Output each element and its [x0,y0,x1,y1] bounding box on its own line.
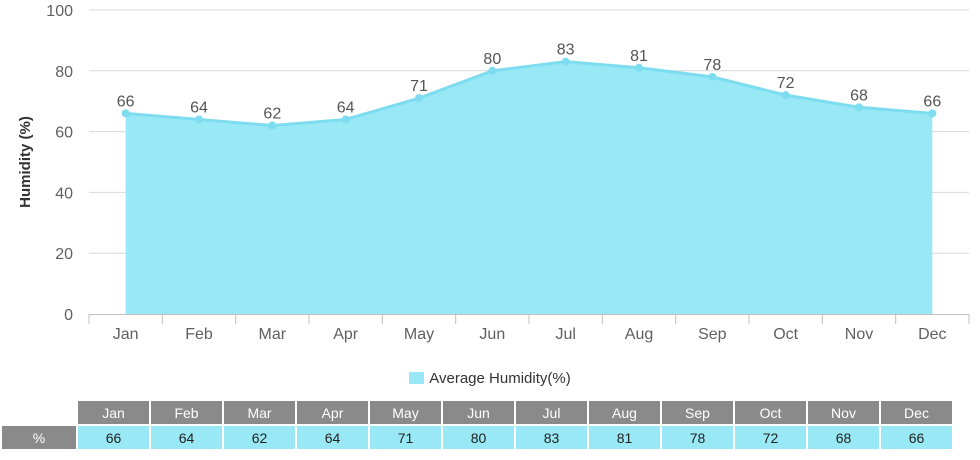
legend-swatch [409,372,425,385]
y-tick-labels: 0 20 40 60 80 100 [46,3,73,324]
x-tick-label: Jun [479,326,505,343]
table-header-cell: Jan [78,401,149,424]
data-point [928,109,937,118]
legend[interactable]: Average Humidity(%) [0,370,980,387]
table-value-cell: 68 [808,424,879,449]
legend-label: Average Humidity(%) [429,370,571,387]
x-tick-labels: Jan Feb Mar Apr May Jun Jul Aug Sep Oct Nov Dec [113,326,947,343]
data-point [708,72,717,81]
table-row-label: % [2,424,76,449]
table-corner [2,401,76,424]
data-points [121,57,937,130]
table-header-cell: Nov [808,401,879,424]
data-point [855,103,863,112]
table-value-cell: 83 [516,424,587,449]
data-label: 66 [923,93,941,110]
table-value-cell: 71 [370,424,441,449]
table-header-cell: Aug [589,401,660,424]
y-tick-label: 60 [55,125,73,142]
data-point [268,121,277,130]
data-label: 81 [630,48,648,65]
table-value-cell: 80 [443,424,514,449]
data-label: 71 [410,78,428,95]
x-tick-label: Jan [113,326,139,343]
data-label: 64 [190,99,208,116]
x-tick-label: Feb [185,326,213,343]
table-value-cell: 66 [881,424,952,449]
x-tick-marks [88,314,970,324]
x-tick-label: May [404,326,434,343]
table-value-cell: 78 [662,424,733,449]
data-point [561,57,570,66]
y-axis-title: Humidity (%) [17,116,34,208]
data-point [781,91,790,100]
data-point [635,63,643,72]
data-label: 80 [483,51,501,68]
table-value-cell: 81 [589,424,660,449]
data-point [488,66,497,75]
table-header-cell: Jul [516,401,587,424]
y-tick-label: 80 [55,64,73,81]
table-header-cell: Oct [735,401,806,424]
table-value-cell: 66 [78,424,149,449]
x-tick-label: Sep [698,326,727,343]
x-tick-label: Oct [773,326,798,343]
table-value-cell: 64 [297,424,368,449]
table-header-cell: Mar [224,401,295,424]
data-label: 62 [263,106,281,123]
table-value-cell: 62 [224,424,295,449]
x-tick-label: Apr [333,326,359,343]
data-table: Jan Feb Mar Apr May Jun Jul Aug Sep Oct Nov Dec % 6… [0,401,954,449]
data-label: 66 [117,93,135,110]
y-tick-label: 20 [55,246,73,263]
table-header-cell: Dec [881,401,952,424]
table-value-cell: 64 [151,424,222,449]
humidity-area [125,61,933,315]
x-tick-label: Aug [625,326,653,343]
humidity-line [125,60,933,128]
table-header-cell: May [370,401,441,424]
data-point [121,109,130,118]
data-labels: 66 64 62 64 71 80 83 81 78 72 68 66 [117,42,942,123]
data-point [341,115,350,124]
y-tick-label: 0 [64,307,73,324]
data-point [415,94,423,103]
humidity-area-chart: 0 20 40 60 80 100 Humidity (%) 66 64 62 64 71 80 83… [17,3,970,343]
data-label: 72 [777,75,795,92]
table-header-cell: Feb [151,401,222,424]
x-tick-label: Jul [555,326,575,343]
x-tick-label: Nov [845,326,873,343]
y-tick-label: 100 [46,3,73,20]
data-label: 83 [557,42,575,59]
table-header-cell: Apr [297,401,368,424]
y-tick-label: 40 [55,185,73,202]
data-label: 64 [337,99,355,116]
data-label: 68 [850,87,868,104]
table-header-row: Jan Feb Mar Apr May Jun Jul Aug Sep Oct Nov Dec [2,401,952,424]
data-point [195,115,203,124]
x-tick-label: Mar [259,326,287,343]
data-label: 78 [703,57,721,74]
table-header-cell: Sep [662,401,733,424]
x-tick-label: Dec [918,326,946,343]
table-value-cell: 72 [735,424,806,449]
table-header-cell: Jun [443,401,514,424]
table-value-row: % 66 64 62 64 71 80 83 81 78 72 68 66 [2,424,952,449]
